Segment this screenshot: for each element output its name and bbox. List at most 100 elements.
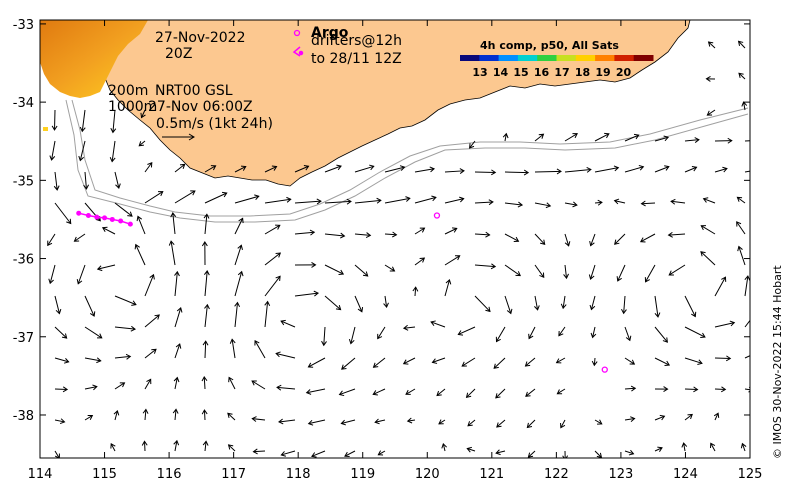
drifter-point xyxy=(76,210,82,216)
current-arrow xyxy=(84,386,97,390)
current-arrowhead xyxy=(526,422,533,429)
current-arrowhead xyxy=(545,202,552,209)
current-arrow xyxy=(354,199,381,204)
current-arrowhead xyxy=(55,308,62,315)
colorbar-swatch xyxy=(460,55,480,61)
current-arrowhead xyxy=(741,101,748,107)
current-arrowhead xyxy=(436,390,442,397)
current-arrowhead xyxy=(614,239,620,245)
current-arrowhead xyxy=(49,155,56,161)
current-arrow xyxy=(102,227,116,235)
current-arrowhead xyxy=(405,389,411,395)
current-arrowhead xyxy=(172,408,179,414)
current-arrow xyxy=(114,355,131,359)
hour-label: 20Z xyxy=(165,46,192,62)
current-arrow xyxy=(324,233,345,237)
current-arrowhead xyxy=(119,382,126,388)
drifter-legend-icon xyxy=(292,46,304,57)
current-arrowhead xyxy=(452,227,458,233)
current-arrowhead xyxy=(693,386,699,393)
current-arrowhead xyxy=(700,332,706,338)
current-arrowhead xyxy=(419,227,426,233)
current-arrow xyxy=(280,320,296,328)
current-arrowhead xyxy=(280,451,287,457)
current-arrowhead xyxy=(321,340,327,347)
current-arrowhead xyxy=(406,417,413,424)
argo-legend-marker xyxy=(293,29,301,37)
current-arrow xyxy=(174,377,178,390)
current-arrowhead xyxy=(564,241,571,247)
current-arrow xyxy=(54,419,65,423)
current-arrowhead xyxy=(149,273,155,280)
current-arrowhead xyxy=(502,132,509,139)
current-arrow xyxy=(234,302,239,328)
current-arrowhead xyxy=(721,276,727,282)
current-arrowhead xyxy=(591,360,598,367)
colorbar-swatch xyxy=(575,55,596,61)
current-arrow xyxy=(135,244,146,266)
current-arrow xyxy=(668,233,686,236)
current-arrow xyxy=(54,295,60,314)
nrt-time-label: 27-Nov 06:00Z xyxy=(148,99,253,115)
current-arrowhead xyxy=(506,308,513,315)
current-arrow xyxy=(49,264,56,284)
scale-label: 0.5m/s (1kt 24h) xyxy=(156,116,273,132)
current-arrowhead xyxy=(459,196,465,203)
current-arrow xyxy=(254,340,266,359)
current-arrowhead xyxy=(445,278,452,285)
current-arrowhead xyxy=(190,190,196,196)
current-arrow xyxy=(308,419,326,425)
current-arrowhead xyxy=(558,330,564,337)
current-arrow xyxy=(654,295,659,317)
current-arrowhead xyxy=(376,197,382,204)
current-arrowhead xyxy=(644,277,650,283)
current-arrow xyxy=(590,264,596,280)
current-arrowhead xyxy=(141,440,148,446)
current-arrow xyxy=(534,233,546,245)
current-arrowhead xyxy=(707,41,714,47)
current-arrowhead xyxy=(556,389,563,395)
current-arrowhead xyxy=(89,311,96,317)
current-arrow xyxy=(504,295,512,314)
current-arrowhead xyxy=(369,164,375,171)
current-arrow xyxy=(264,252,281,266)
current-arrowhead xyxy=(694,137,700,143)
current-arrow xyxy=(281,450,296,456)
current-arrowhead xyxy=(264,300,271,307)
current-arrowhead xyxy=(524,361,531,367)
current-arrowhead xyxy=(670,198,676,205)
x-tick-label: 120 xyxy=(415,467,440,482)
current-arrowhead xyxy=(348,338,355,345)
current-arrowhead xyxy=(307,362,314,368)
current-arrowhead xyxy=(276,384,282,391)
current-arrowhead xyxy=(66,218,72,225)
current-arrow xyxy=(77,264,86,284)
current-arrow xyxy=(654,447,663,452)
current-arrow xyxy=(708,41,716,49)
current-arrowhead xyxy=(523,169,530,176)
current-arrowhead xyxy=(667,231,673,238)
current-arrow xyxy=(564,202,577,206)
current-arrowhead xyxy=(563,273,569,280)
current-arrowhead xyxy=(87,414,94,420)
current-arrowhead xyxy=(237,244,243,251)
current-arrow xyxy=(654,357,670,366)
current-arrow xyxy=(700,225,716,235)
current-arrowhead xyxy=(221,191,228,198)
current-arrow xyxy=(278,419,296,423)
current-arrow xyxy=(684,357,703,364)
current-arrow xyxy=(624,357,635,365)
current-arrowhead xyxy=(48,278,54,285)
current-arrow xyxy=(138,140,146,147)
current-arrowhead xyxy=(762,138,766,143)
current-arrowhead xyxy=(710,442,716,449)
current-arrow xyxy=(252,418,266,421)
current-arrow xyxy=(174,307,182,328)
current-arrowhead xyxy=(720,386,727,393)
current-arrowhead xyxy=(138,141,144,147)
current-arrow xyxy=(172,212,176,235)
current-arrow xyxy=(617,264,626,282)
current-arrow xyxy=(110,443,116,452)
current-arrowhead xyxy=(275,224,281,230)
